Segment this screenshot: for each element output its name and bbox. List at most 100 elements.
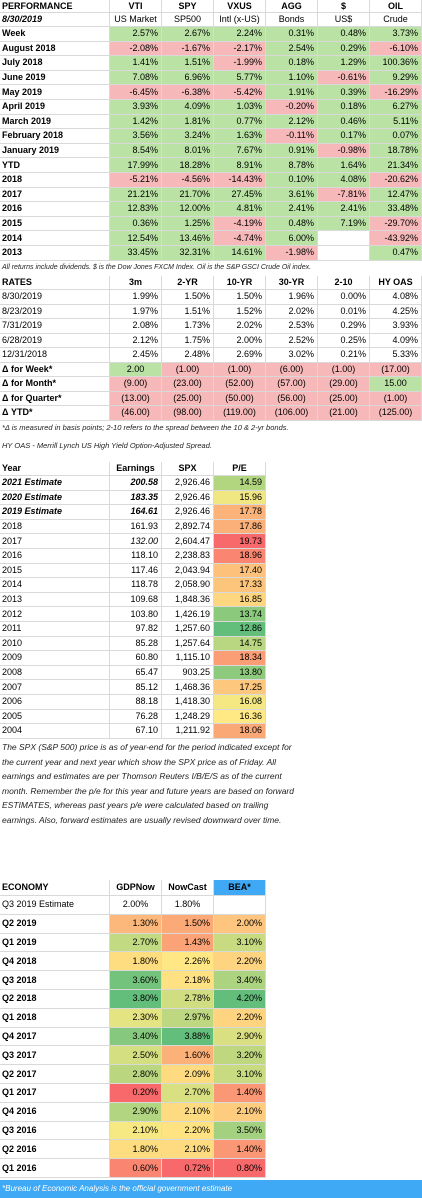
value-cell: (17.00) bbox=[370, 362, 422, 377]
value-cell: 1.80% bbox=[162, 896, 214, 915]
row-label: 2014 bbox=[0, 578, 110, 593]
pe-cell: 17.78 bbox=[214, 505, 266, 520]
value-cell: 12.54% bbox=[110, 231, 162, 246]
value-cell: 0.29% bbox=[318, 319, 370, 334]
value-cell: 2.10% bbox=[110, 1121, 162, 1141]
value-cell: 1.25% bbox=[162, 216, 214, 232]
value-cell: 2.10% bbox=[162, 1140, 214, 1160]
row-label: 6/28/2019 bbox=[0, 333, 110, 348]
value-cell: 1.51% bbox=[162, 56, 214, 71]
value-cell: 2.97% bbox=[162, 1008, 214, 1028]
value-cell: 1.03% bbox=[214, 100, 266, 115]
value-cell: 27.45% bbox=[214, 187, 266, 203]
spx-cell: 1,418.30 bbox=[162, 695, 214, 710]
value-cell: 5.33% bbox=[370, 348, 422, 363]
value-cell: 15.00 bbox=[370, 377, 422, 392]
value-cell: -5.42% bbox=[214, 85, 266, 100]
header-cell: 10-YR bbox=[214, 276, 266, 290]
value-cell: 8.54% bbox=[110, 143, 162, 159]
value-cell: 4.20% bbox=[214, 990, 266, 1009]
row-label: August 2018 bbox=[0, 41, 110, 57]
value-cell: 0.01% bbox=[318, 304, 370, 319]
subheader-cell: Crude bbox=[370, 13, 422, 27]
value-cell: (25.00) bbox=[162, 391, 214, 406]
row-label: 2019 Estimate bbox=[0, 505, 110, 520]
value-cell: 1.30% bbox=[110, 914, 162, 934]
value-cell: 2.67% bbox=[162, 27, 214, 42]
row-label: June 2019 bbox=[0, 70, 110, 86]
value-cell: 2.90% bbox=[214, 1027, 266, 1047]
value-cell: 0.77% bbox=[214, 114, 266, 130]
value-cell: (6.00) bbox=[266, 362, 318, 377]
row-label: April 2019 bbox=[0, 100, 110, 115]
value-cell: 1.73% bbox=[162, 319, 214, 334]
subheader-cell: Intl (x-US) bbox=[214, 13, 266, 27]
value-cell: 4.09% bbox=[370, 333, 422, 348]
row-label: 8/23/2019 bbox=[0, 304, 110, 319]
value-cell: 3.61% bbox=[266, 187, 318, 203]
value-cell: 3.10% bbox=[214, 1065, 266, 1084]
value-cell: 1.91% bbox=[266, 85, 318, 100]
value-cell: 3.60% bbox=[110, 971, 162, 990]
value-cell: 0.46% bbox=[318, 114, 370, 130]
row-label: Δ for Week* bbox=[0, 362, 110, 377]
value-cell: 4.08% bbox=[318, 173, 370, 188]
value-cell: 3.93% bbox=[370, 319, 422, 334]
value-cell: 32.31% bbox=[162, 246, 214, 261]
earnings-cell: 85.28 bbox=[110, 636, 162, 652]
value-cell: 0.48% bbox=[266, 216, 318, 232]
row-label: 2018 bbox=[0, 173, 110, 188]
value-cell: 3.80% bbox=[110, 990, 162, 1009]
value-cell: 6.27% bbox=[370, 100, 422, 115]
pe-cell: 18.06 bbox=[214, 724, 266, 739]
row-label: March 2019 bbox=[0, 114, 110, 130]
value-cell: 17.99% bbox=[110, 158, 162, 173]
value-cell: (119.00) bbox=[214, 406, 266, 421]
value-cell: 3.88% bbox=[162, 1027, 214, 1047]
value-cell: -1.67% bbox=[162, 41, 214, 57]
row-label: 2004 bbox=[0, 724, 110, 739]
earnings-cell: 183.35 bbox=[110, 490, 162, 506]
row-label: 2015 bbox=[0, 216, 110, 232]
value-cell: 21.21% bbox=[110, 187, 162, 203]
header-cell: 2-YR bbox=[162, 276, 214, 290]
value-cell: 2.69% bbox=[214, 348, 266, 363]
row-label: Δ for Month* bbox=[0, 377, 110, 392]
value-cell: 18.28% bbox=[162, 158, 214, 173]
value-cell: 0.36% bbox=[110, 216, 162, 232]
row-label: 2011 bbox=[0, 622, 110, 637]
value-cell: 2.48% bbox=[162, 348, 214, 363]
value-cell: 4.08% bbox=[370, 290, 422, 305]
pe-cell: 17.25 bbox=[214, 680, 266, 695]
value-cell: 100.36% bbox=[370, 56, 422, 71]
value-cell: (1.00) bbox=[370, 391, 422, 406]
spx-cell: 2,043.94 bbox=[162, 563, 214, 579]
earnings-cell: 164.61 bbox=[110, 505, 162, 520]
value-cell: 2.52% bbox=[266, 333, 318, 348]
value-cell: (106.00) bbox=[266, 406, 318, 421]
spx-cell: 2,058.90 bbox=[162, 578, 214, 593]
header-cell: VXUS bbox=[214, 0, 266, 13]
header-cell: PERFORMANCE bbox=[0, 0, 110, 13]
value-cell: 2.30% bbox=[110, 1008, 162, 1028]
spx-cell: 2,604.47 bbox=[162, 534, 214, 549]
pe-cell: 12.86 bbox=[214, 622, 266, 637]
subheader-cell: Bonds bbox=[266, 13, 318, 27]
pe-cell: 16.08 bbox=[214, 695, 266, 710]
header-cell: P/E bbox=[214, 462, 266, 476]
pe-cell: 16.85 bbox=[214, 592, 266, 608]
row-label: 2012 bbox=[0, 607, 110, 622]
value-cell: 1.52% bbox=[214, 304, 266, 319]
row-label: 2021 Estimate bbox=[0, 476, 110, 491]
value-cell: 21.70% bbox=[162, 187, 214, 203]
earnings-cell: 118.10 bbox=[110, 549, 162, 564]
value-cell: 1.96% bbox=[266, 290, 318, 305]
value-cell: 6.00% bbox=[266, 231, 318, 246]
header-cell: 2-10 bbox=[318, 276, 370, 290]
header-cell: GDPNow bbox=[110, 880, 162, 896]
pe-cell: 13.74 bbox=[214, 607, 266, 622]
value-cell: 2.54% bbox=[266, 41, 318, 57]
value-cell bbox=[318, 231, 370, 246]
row-label: Q1 2018 bbox=[0, 1008, 110, 1028]
